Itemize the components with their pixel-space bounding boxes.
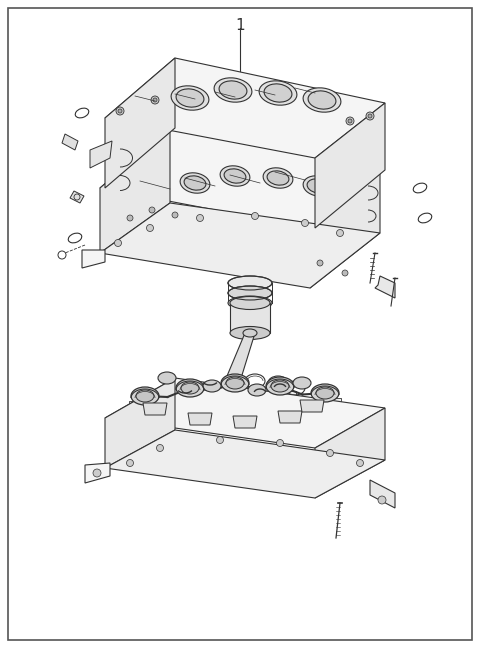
Ellipse shape [266,377,294,395]
Ellipse shape [181,382,199,394]
Ellipse shape [303,176,333,196]
Ellipse shape [307,179,329,193]
Polygon shape [315,103,385,228]
Ellipse shape [221,374,249,392]
Circle shape [156,445,164,452]
Polygon shape [300,400,324,412]
Circle shape [368,114,372,118]
Polygon shape [100,128,170,253]
Ellipse shape [136,390,154,402]
Ellipse shape [214,78,252,102]
Polygon shape [82,250,105,268]
Circle shape [146,224,154,231]
Ellipse shape [267,171,289,185]
Polygon shape [174,393,206,416]
Polygon shape [105,378,385,448]
Ellipse shape [308,91,336,109]
Circle shape [151,96,159,104]
Circle shape [301,220,309,227]
Ellipse shape [224,169,246,183]
Ellipse shape [271,380,289,392]
Polygon shape [143,403,167,415]
Circle shape [216,437,224,443]
Ellipse shape [243,329,257,337]
Polygon shape [310,168,380,288]
Ellipse shape [228,276,272,290]
Ellipse shape [228,286,272,300]
Circle shape [127,459,133,467]
Circle shape [366,112,374,120]
Polygon shape [105,58,385,158]
Circle shape [252,213,259,220]
Ellipse shape [303,88,341,112]
Circle shape [357,459,363,467]
Ellipse shape [259,81,297,105]
Polygon shape [264,391,296,416]
Ellipse shape [311,384,339,402]
Ellipse shape [316,387,334,399]
Circle shape [378,496,386,504]
Polygon shape [105,378,175,468]
Polygon shape [129,401,161,416]
Circle shape [149,207,155,213]
Ellipse shape [293,377,311,389]
Circle shape [326,450,334,456]
Ellipse shape [184,176,206,190]
Ellipse shape [220,166,250,186]
Circle shape [336,229,344,237]
Circle shape [342,270,348,276]
Circle shape [127,215,133,221]
Ellipse shape [216,385,244,401]
Circle shape [276,439,284,446]
Circle shape [348,119,352,123]
Ellipse shape [171,86,209,110]
Text: 1: 1 [235,18,245,33]
Circle shape [317,260,323,266]
Circle shape [93,469,101,477]
Circle shape [115,240,121,246]
Circle shape [116,107,124,115]
Ellipse shape [221,388,239,398]
Ellipse shape [230,297,270,310]
Ellipse shape [158,372,176,384]
Polygon shape [370,480,395,508]
Polygon shape [70,191,84,203]
Polygon shape [105,430,385,498]
Circle shape [346,117,354,125]
Ellipse shape [131,387,159,405]
Ellipse shape [176,89,204,107]
Polygon shape [278,411,302,423]
Circle shape [172,212,178,218]
Ellipse shape [203,380,221,392]
Ellipse shape [264,84,292,102]
Polygon shape [62,134,78,150]
Polygon shape [219,388,251,416]
Polygon shape [375,276,395,298]
Polygon shape [233,416,257,428]
Polygon shape [105,58,175,188]
Polygon shape [230,303,270,333]
Polygon shape [309,398,341,416]
Ellipse shape [219,81,247,99]
Ellipse shape [228,296,272,310]
Polygon shape [216,393,244,405]
Polygon shape [188,413,212,425]
Polygon shape [315,408,385,498]
Ellipse shape [248,384,266,396]
Polygon shape [100,203,380,288]
Ellipse shape [180,173,210,193]
Polygon shape [222,333,255,393]
Ellipse shape [226,377,244,389]
Circle shape [196,214,204,222]
Polygon shape [85,463,110,483]
Circle shape [153,98,157,102]
Circle shape [118,109,122,113]
Ellipse shape [230,327,270,340]
Polygon shape [100,128,380,228]
Ellipse shape [176,379,204,397]
Polygon shape [90,141,112,168]
Ellipse shape [263,168,293,188]
